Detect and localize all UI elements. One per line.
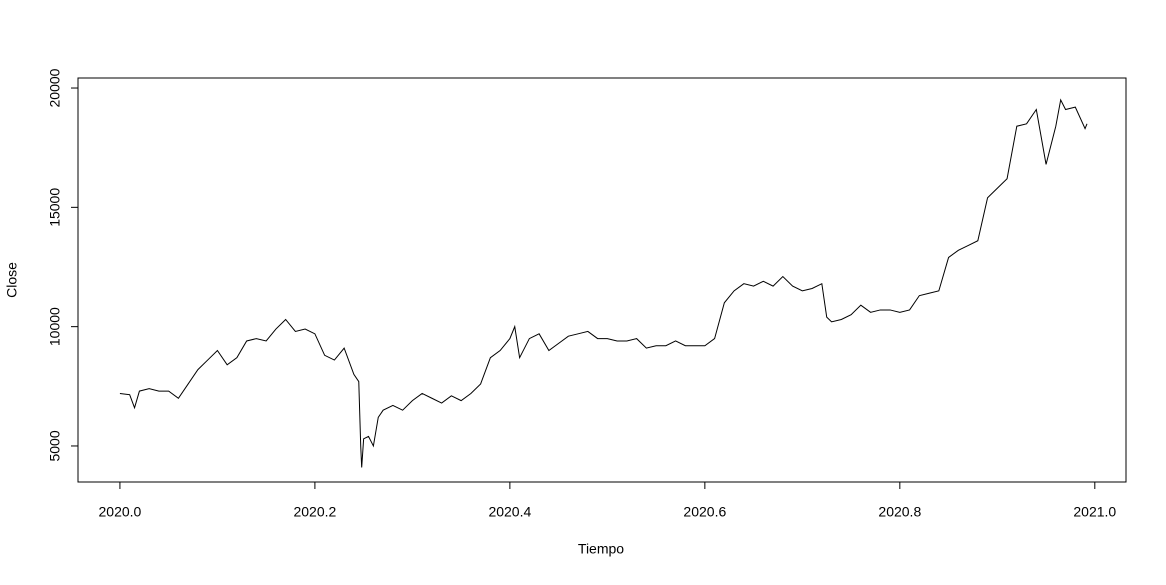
x-axis-label: Tiempo — [578, 541, 624, 557]
x-tick-label: 2020.0 — [99, 504, 142, 520]
y-tick-label: 15000 — [47, 188, 63, 227]
x-tick-label: 2020.8 — [878, 504, 921, 520]
price-line — [119, 98, 1088, 468]
x-tick-label: 2020.6 — [683, 504, 726, 520]
plot-frame — [77, 77, 1127, 483]
y-tick-label: 20000 — [47, 68, 63, 107]
x-tick-label: 2020.4 — [488, 504, 531, 520]
y-tick-label: 10000 — [47, 307, 63, 346]
x-tick-label: 2020.2 — [293, 504, 336, 520]
x-tick-label: 2021.0 — [1073, 504, 1116, 520]
y-tick-label: 5000 — [47, 430, 63, 461]
y-axis-label: Close — [4, 262, 20, 298]
